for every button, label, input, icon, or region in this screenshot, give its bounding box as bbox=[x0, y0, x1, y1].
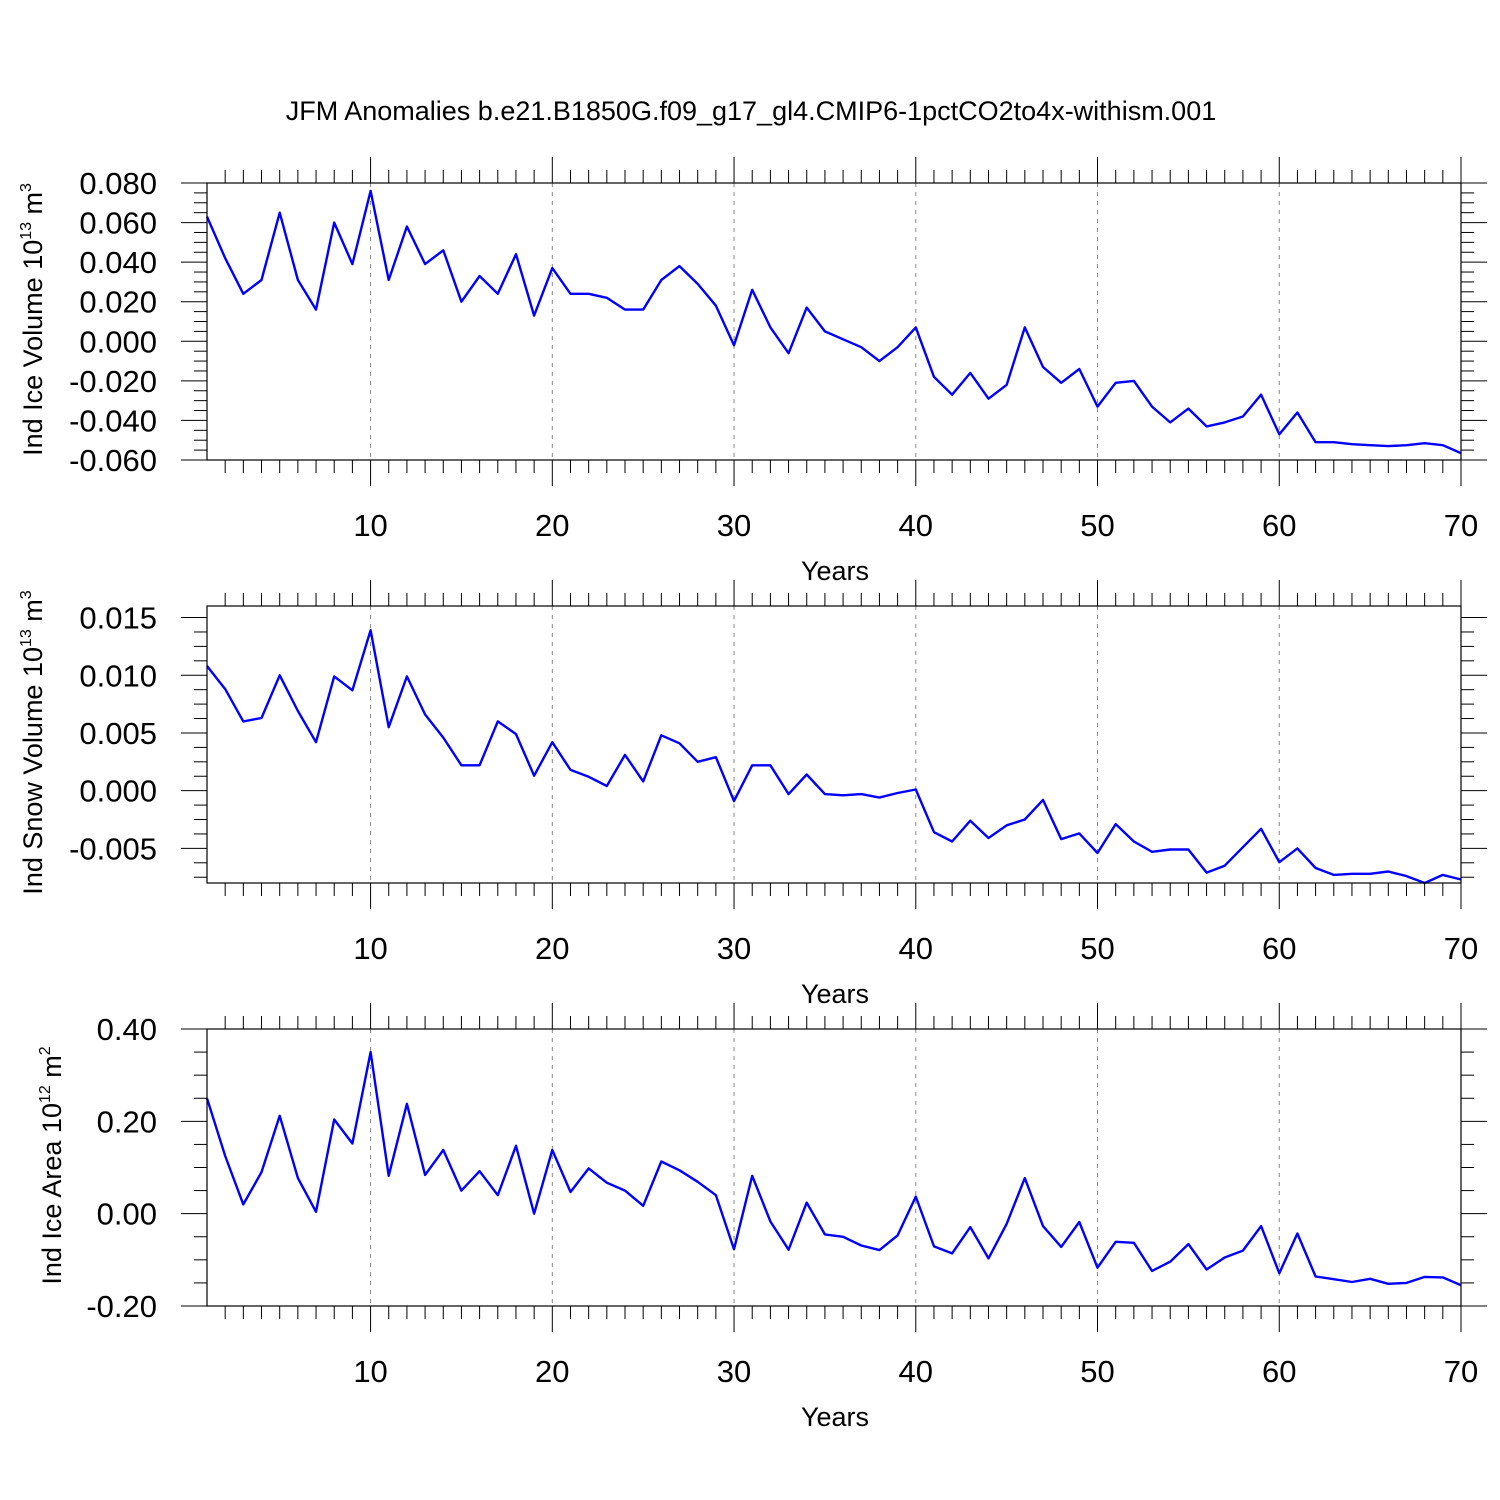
y-axis-label-superscript: 13 bbox=[18, 222, 35, 240]
x-tick-label: 60 bbox=[1262, 1354, 1296, 1389]
x-tick-label: 10 bbox=[353, 508, 387, 543]
y-tick-label: 0.40 bbox=[97, 1012, 157, 1047]
y-axis-label-text: m bbox=[18, 599, 48, 629]
y-axis-label-superscript: 2 bbox=[37, 1046, 54, 1055]
x-axis-label: Years bbox=[801, 979, 869, 1009]
y-tick-label: -0.005 bbox=[69, 831, 157, 866]
y-axis-label: Ind Snow Volume 1013 m3 bbox=[18, 590, 48, 894]
y-axis-label-text: Ind Ice Volume 10 bbox=[18, 240, 48, 456]
x-tick-label: 20 bbox=[535, 508, 569, 543]
x-tick-label: 50 bbox=[1080, 931, 1114, 966]
data-line bbox=[205, 1050, 1462, 1287]
x-tick-label: 30 bbox=[717, 508, 751, 543]
y-axis-label-text: m bbox=[37, 1055, 67, 1085]
x-tick-label: 20 bbox=[535, 1354, 569, 1389]
y-tick-label: 0.010 bbox=[79, 658, 157, 693]
y-axis-label-superscript: 13 bbox=[18, 629, 35, 647]
x-tick-label: 30 bbox=[717, 931, 751, 966]
y-tick-label: 0.015 bbox=[79, 601, 157, 636]
y-axis-label-text: Ind Snow Volume 10 bbox=[18, 647, 48, 895]
data-line bbox=[205, 189, 1462, 455]
y-tick-label: 0.040 bbox=[79, 245, 157, 280]
chart-panel-1: 10 20 30 40 50 60 70 -0.060 -0.040 -0.020 0.000 0.0… bbox=[18, 157, 1487, 586]
x-tick-label: 10 bbox=[353, 1354, 387, 1389]
plot-frame bbox=[206, 1028, 1462, 1307]
x-tick-label: 50 bbox=[1080, 508, 1114, 543]
y-tick-label: 0.080 bbox=[79, 166, 157, 201]
y-tick-label: 0.060 bbox=[79, 206, 157, 241]
y-tick-label: 0.000 bbox=[79, 324, 157, 359]
chart-panel-3: 10 20 30 40 50 60 70 -0.20 0.00 0.20 0.40 Years Ind … bbox=[37, 1003, 1487, 1432]
y-tick-label: 0.005 bbox=[79, 716, 157, 751]
y-axis-label-superscript: 3 bbox=[18, 590, 35, 599]
figure-title: JFM Anomalies b.e21.B1850G.f09_g17_gl4.C… bbox=[286, 96, 1217, 126]
y-tick-label: -0.060 bbox=[69, 443, 157, 478]
y-axis-label-text: m bbox=[18, 192, 48, 222]
x-tick-label: 70 bbox=[1444, 1354, 1478, 1389]
y-axis-label: Ind Ice Area 1012 m2 bbox=[37, 1046, 67, 1284]
x-tick-label: 70 bbox=[1444, 931, 1478, 966]
y-tick-label: 0.000 bbox=[79, 774, 157, 809]
y-axis-label-superscript: 12 bbox=[37, 1085, 54, 1103]
x-tick-label: 70 bbox=[1444, 508, 1478, 543]
x-tick-label: 20 bbox=[535, 931, 569, 966]
x-tick-label: 40 bbox=[899, 931, 933, 966]
y-tick-label: 0.020 bbox=[79, 285, 157, 320]
y-tick-label: -0.020 bbox=[69, 364, 157, 399]
chart-panel-2: 10 20 30 40 50 60 70 -0.005 0.000 0.005 0.010 0.015… bbox=[18, 580, 1487, 1009]
y-tick-label: -0.20 bbox=[86, 1289, 157, 1324]
data-line bbox=[206, 629, 1462, 885]
x-tick-label: 60 bbox=[1262, 508, 1296, 543]
y-tick-label: -0.040 bbox=[69, 403, 157, 438]
x-tick-label: 50 bbox=[1080, 1354, 1114, 1389]
plot-frame bbox=[206, 605, 1462, 884]
y-axis-label: Ind Ice Volume 1013 m3 bbox=[18, 183, 48, 456]
x-tick-label: 60 bbox=[1262, 931, 1296, 966]
x-axis-label: Years bbox=[801, 1402, 869, 1432]
x-tick-label: 30 bbox=[717, 1354, 751, 1389]
panels: 10 20 30 40 50 60 70 -0.060 -0.040 -0.020 0.000 0.0… bbox=[18, 157, 1487, 1432]
y-axis-label-text: Ind Ice Area 10 bbox=[37, 1103, 67, 1285]
x-tick-label: 40 bbox=[899, 508, 933, 543]
y-tick-label: 0.20 bbox=[97, 1104, 157, 1139]
y-axis-label-superscript: 3 bbox=[18, 183, 35, 192]
y-tick-label: 0.00 bbox=[97, 1197, 157, 1232]
x-axis-label: Years bbox=[801, 556, 869, 586]
x-tick-label: 10 bbox=[353, 931, 387, 966]
x-tick-label: 40 bbox=[899, 1354, 933, 1389]
